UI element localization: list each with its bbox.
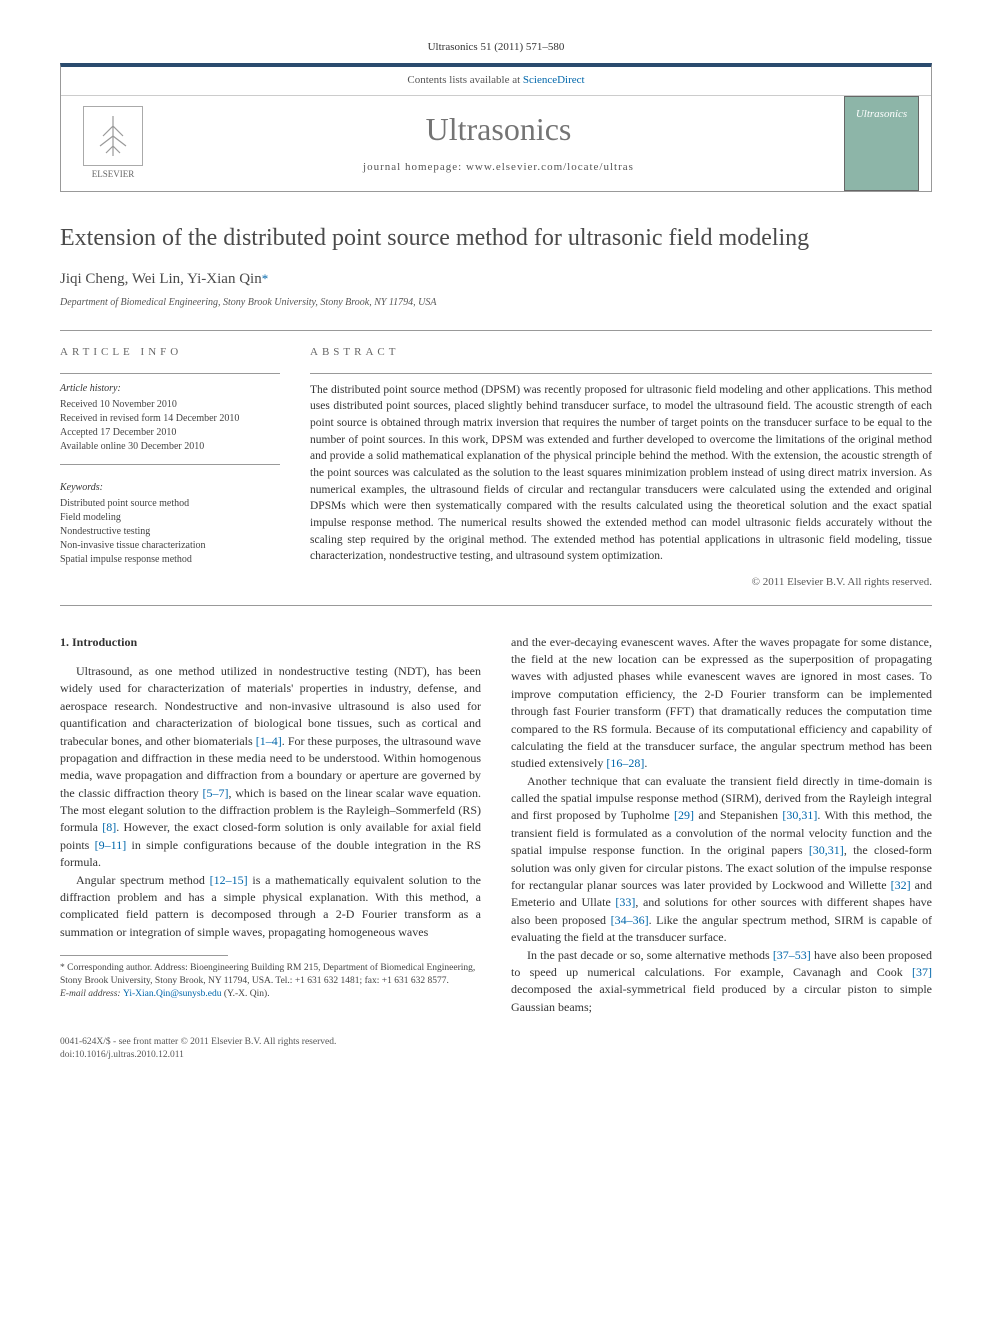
ref-29[interactable]: [29] [674, 808, 694, 822]
homepage-prefix: journal homepage: [363, 161, 466, 173]
email-footnote: E-mail address: Yi-Xian.Qin@sunysb.edu (… [60, 988, 481, 1001]
journal-name: Ultrasonics [153, 107, 844, 152]
body-left-column: 1. Introduction Ultrasound, as one metho… [60, 634, 481, 1017]
contents-prefix: Contents lists available at [407, 74, 522, 86]
footer-issn: 0041-624X/$ - see front matter © 2011 El… [60, 1036, 932, 1049]
header-citation: Ultrasonics 51 (2011) 571–580 [60, 40, 932, 55]
homepage-url[interactable]: www.elsevier.com/locate/ultras [466, 161, 634, 173]
keyword-2: Field modeling [60, 511, 280, 525]
article-info-column: ARTICLE INFO Article history: Received 1… [60, 345, 280, 590]
ref-34-36[interactable]: [34–36] [611, 913, 649, 927]
keyword-1: Distributed point source method [60, 497, 280, 511]
ref-12-15[interactable]: [12–15] [210, 873, 248, 887]
email-suffix: (Y.-X. Qin). [221, 989, 269, 999]
article-title: Extension of the distributed point sourc… [60, 222, 932, 256]
page-footer: 0041-624X/$ - see front matter © 2011 El… [60, 1036, 932, 1063]
info-divider-1 [60, 373, 280, 374]
ref-30-31[interactable]: [30,31] [782, 808, 817, 822]
ref-30-31b[interactable]: [30,31] [809, 843, 844, 857]
ref-32[interactable]: [32] [891, 878, 911, 892]
intro-paragraph-1: Ultrasound, as one method utilized in no… [60, 663, 481, 872]
footer-doi: doi:10.1016/j.ultras.2010.12.011 [60, 1049, 932, 1062]
keyword-5: Spatial impulse response method [60, 553, 280, 567]
info-divider-2 [60, 464, 280, 465]
history-received: Received 10 November 2010 [60, 398, 280, 412]
history-accepted: Accepted 17 December 2010 [60, 426, 280, 440]
keywords-label: Keywords: [60, 481, 280, 495]
divider-top [60, 330, 932, 331]
ref-9-11[interactable]: [9–11] [95, 838, 127, 852]
cover-title: Ultrasonics [856, 107, 907, 122]
sciencedirect-link[interactable]: ScienceDirect [523, 74, 585, 86]
corresponding-footnote: * Corresponding author. Address: Bioengi… [60, 962, 481, 988]
ref-37-53[interactable]: [37–53] [773, 948, 811, 962]
abstract-column: ABSTRACT The distributed point source me… [310, 345, 932, 590]
section-1-heading: 1. Introduction [60, 634, 481, 651]
elsevier-logo: ELSEVIER [73, 98, 153, 188]
publisher-name: ELSEVIER [92, 168, 135, 181]
email-label: E-mail address: [60, 989, 123, 999]
intro-paragraph-3: Another technique that can evaluate the … [511, 773, 932, 947]
ref-16-28[interactable]: [16–28] [606, 756, 644, 770]
divider-bottom [60, 605, 932, 606]
abstract-divider [310, 373, 932, 374]
ref-33[interactable]: [33] [615, 895, 635, 909]
history-label: Article history: [60, 382, 280, 396]
affiliation: Department of Biomedical Engineering, St… [60, 296, 932, 310]
history-online: Available online 30 December 2010 [60, 440, 280, 454]
author-names: Jiqi Cheng, Wei Lin, Yi-Xian Qin [60, 271, 262, 287]
ref-5-7[interactable]: [5–7] [203, 786, 229, 800]
ref-1-4[interactable]: [1–4] [256, 734, 282, 748]
authors-list: Jiqi Cheng, Wei Lin, Yi-Xian Qin* [60, 269, 932, 290]
intro-paragraph-2-cont: and the ever-decaying evanescent waves. … [511, 634, 932, 773]
abstract-copyright: © 2011 Elsevier B.V. All rights reserved… [310, 575, 932, 590]
abstract-heading: ABSTRACT [310, 345, 932, 360]
ref-8[interactable]: [8] [102, 820, 116, 834]
keyword-4: Non-invasive tissue characterization [60, 539, 280, 553]
footnote-divider [60, 955, 228, 956]
abstract-text: The distributed point source method (DPS… [310, 382, 932, 565]
contents-available: Contents lists available at ScienceDirec… [407, 73, 584, 88]
ref-37[interactable]: [37] [912, 965, 932, 979]
journal-cover-thumbnail: Ultrasonics [844, 96, 919, 191]
journal-homepage: journal homepage: www.elsevier.com/locat… [153, 160, 844, 175]
corresponding-email[interactable]: Yi-Xian.Qin@sunysb.edu [123, 989, 221, 999]
history-revised: Received in revised form 14 December 201… [60, 412, 280, 426]
body-right-column: and the ever-decaying evanescent waves. … [511, 634, 932, 1017]
elsevier-tree-icon [83, 106, 143, 166]
keyword-3: Nondestructive testing [60, 525, 280, 539]
intro-paragraph-4: In the past decade or so, some alternati… [511, 947, 932, 1017]
article-info-heading: ARTICLE INFO [60, 345, 280, 360]
intro-paragraph-2: Angular spectrum method [12–15] is a mat… [60, 872, 481, 942]
journal-header-box: Contents lists available at ScienceDirec… [60, 63, 932, 191]
corresponding-author-mark: * [262, 271, 269, 286]
